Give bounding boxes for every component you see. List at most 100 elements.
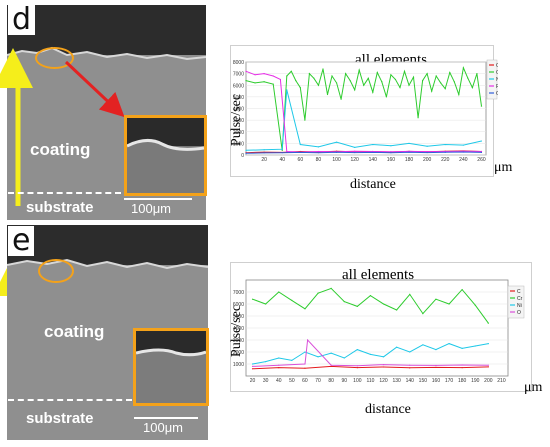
data-point <box>408 142 410 144</box>
data-point <box>381 81 383 83</box>
inset-d-texture <box>127 118 204 193</box>
xtick-label: 240 <box>459 157 468 163</box>
ytick-label: 2000 <box>233 130 244 136</box>
ytick-label: 5000 <box>233 314 244 320</box>
data-point <box>399 86 401 89</box>
data-point <box>453 81 455 83</box>
data-point <box>245 149 247 151</box>
data-point <box>372 151 374 154</box>
data-point <box>278 357 280 359</box>
series-line-4 <box>245 151 482 154</box>
ytick-label: 6000 <box>233 83 244 89</box>
data-point <box>408 151 410 153</box>
data-point <box>480 105 483 107</box>
data-point <box>326 93 329 96</box>
data-point <box>471 86 474 89</box>
chart-e-plot: 1000 2000 3000 4000 5000 6000 7000 20 30 40 50 60 70… <box>233 279 525 384</box>
ytick-label: 4000 <box>233 326 244 332</box>
legend-label: Cr Kα1 <box>496 70 498 76</box>
data-point <box>382 366 385 368</box>
data-point <box>254 74 256 76</box>
data-point <box>251 365 254 367</box>
data-point <box>372 143 374 146</box>
data-point <box>409 293 411 295</box>
data-point <box>343 301 345 303</box>
data-point <box>382 364 385 366</box>
dark-top-region <box>7 5 206 55</box>
legend-label: C Kα1_2 <box>496 63 498 69</box>
data-point <box>487 343 489 345</box>
data-point <box>403 70 406 72</box>
data-point <box>349 80 351 82</box>
chart-e-xlabel: distance <box>365 402 411 417</box>
xtick-label: 170 <box>445 378 454 384</box>
xtick-label: 120 <box>379 378 388 384</box>
xtick-label: 30 <box>263 378 269 384</box>
data-point <box>467 77 469 79</box>
data-point <box>426 151 428 153</box>
xtick-label: 160 <box>432 378 441 384</box>
data-point <box>331 75 333 77</box>
panel-letter-d: d <box>8 5 36 35</box>
data-point <box>449 71 451 74</box>
xtick-label: 60 <box>298 157 304 163</box>
data-point <box>476 73 478 75</box>
data-point <box>461 347 463 349</box>
ytick-label: 1000 <box>233 141 244 147</box>
data-point <box>394 78 397 81</box>
highlight-ellipse-d <box>35 47 74 69</box>
legend-label: O <box>517 310 521 316</box>
data-point <box>281 149 283 151</box>
data-point <box>345 73 347 75</box>
data-point <box>286 89 288 91</box>
ytick-label: 7000 <box>233 290 244 296</box>
data-point <box>278 367 280 369</box>
legend-box <box>507 285 525 319</box>
data-point <box>291 359 293 361</box>
data-point <box>422 313 424 315</box>
data-point <box>304 363 306 365</box>
legend-label: Ni Kα1 <box>496 77 498 83</box>
xtick-label: 100 <box>353 378 362 384</box>
data-point <box>281 148 283 150</box>
data-point <box>426 73 428 75</box>
data-point <box>330 352 332 354</box>
data-point <box>487 322 489 324</box>
data-point <box>356 365 358 367</box>
xtick-label: 210 <box>497 378 506 384</box>
data-point <box>308 73 310 75</box>
data-point <box>330 364 332 366</box>
data-point <box>263 81 265 83</box>
data-point <box>461 364 463 366</box>
data-point <box>245 80 247 82</box>
data-point <box>480 140 483 142</box>
data-point <box>354 89 356 91</box>
data-point <box>376 71 378 74</box>
series-line-0 <box>252 365 489 370</box>
xtick-label: 40 <box>276 378 282 384</box>
data-point <box>422 80 424 82</box>
data-point <box>295 80 297 82</box>
data-point <box>369 295 372 297</box>
highlight-ellipse-e <box>38 259 74 283</box>
ytick-label: 3000 <box>233 338 244 344</box>
zoom-inset-e <box>133 328 209 406</box>
data-point <box>462 151 464 153</box>
data-point <box>317 146 320 148</box>
data-point <box>251 363 254 365</box>
data-point <box>272 75 274 77</box>
xtick-label: 70 <box>315 378 321 384</box>
data-point <box>372 150 374 153</box>
data-point <box>367 77 369 79</box>
chart-d-unit: μm <box>494 160 513 175</box>
data-point <box>458 93 460 96</box>
dark-top-region <box>7 225 208 265</box>
data-point <box>435 75 437 77</box>
scale-bar-d <box>124 198 192 200</box>
data-point <box>265 361 267 363</box>
legend-label: Cr <box>517 296 523 302</box>
data-point <box>291 299 293 301</box>
data-point <box>356 305 358 307</box>
data-point <box>254 82 256 84</box>
